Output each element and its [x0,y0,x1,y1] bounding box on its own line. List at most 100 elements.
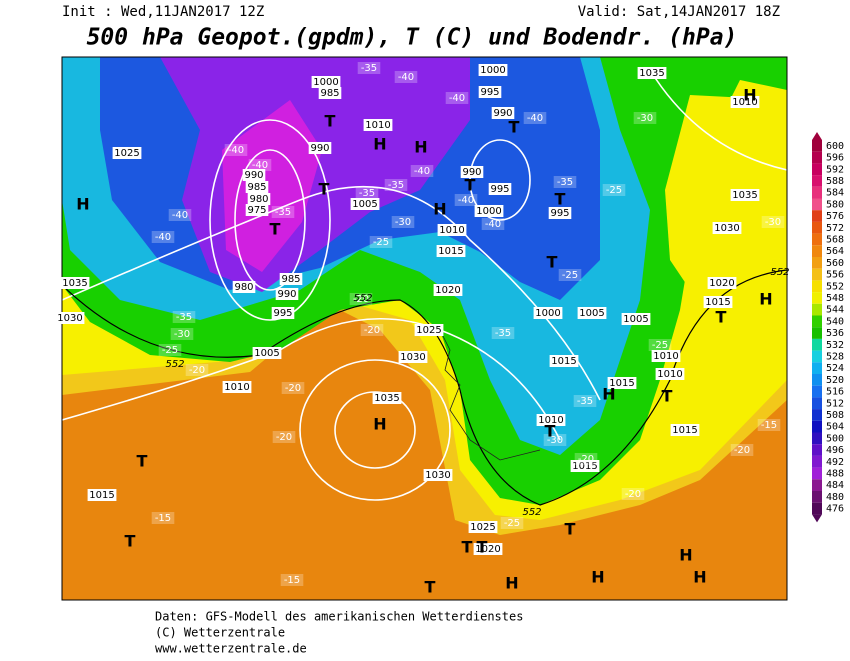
pressure-label-box [570,460,600,472]
pressure-label: 990 [462,167,481,178]
pressure-label-box [55,312,85,324]
temperature-label: -40 [155,232,171,243]
pressure-label: 990 [493,108,512,119]
temperature-label-box [553,176,577,188]
colorbar-swatch [812,245,822,257]
colorbar-label: 596 [826,153,844,164]
pressure-center: T [319,180,330,199]
pressure-label-box [730,189,760,201]
colorbar-swatch [812,374,822,386]
pressure-label: 1000 [535,308,560,319]
temperature-label: -40 [458,195,474,206]
colorbar-swatch [812,362,822,374]
pressure-label: 995 [273,308,292,319]
colorbar-swatch [812,444,822,456]
pressure-center: H [591,568,604,587]
pressure-label-box [655,368,685,380]
pressure-label-box [245,204,269,216]
colorbar-label: 592 [826,164,844,175]
pressure-label: 995 [480,87,499,98]
pressure-label-box [621,313,651,325]
temperature-label: -40 [228,145,244,156]
pressure-center: T [545,422,556,441]
pressure-label: 980 [249,194,268,205]
pressure-center: T [477,538,488,557]
pressure-label-box [473,543,503,555]
pressure-label-box [712,222,742,234]
colorbar-swatch [812,338,822,351]
temperature-label: -35 [359,188,375,199]
temperature-label-box [757,419,781,431]
temperature-label-box [170,328,194,340]
pressure-label-box [637,67,667,79]
temperature-label: -40 [527,113,543,124]
pressure-label: 1010 [224,382,249,393]
pressure-label: 1010 [732,97,757,108]
thickness-label: 552 [522,507,541,518]
pressure-label: 1005 [623,314,648,325]
temperature-label: -40 [252,160,268,171]
colorbar-label: 544 [826,305,844,316]
temperature-label: -15 [284,575,300,586]
pressure-label: 1005 [254,348,279,359]
pressure-label-box [730,96,760,108]
temperature-label: -35 [388,180,404,191]
colorbar-swatch [812,502,822,515]
pressure-label-box [433,284,463,296]
temperature-label: -25 [162,345,178,356]
pressure-center: T [555,190,566,209]
colorbar-swatch [812,186,822,199]
pressure-label-box [60,277,90,289]
colorbar-swatch [812,315,822,328]
temperature-label-box [357,62,381,74]
pressure-label: 985 [320,88,339,99]
footer-line: www.wetterzentrale.de [155,642,307,656]
pressure-label: 985 [247,182,266,193]
temperature-label-box [558,269,582,281]
thickness-label: 552 [353,293,372,304]
colorbar-swatch [812,467,822,480]
colorbar-swatch [812,409,822,421]
pressure-label: 995 [550,208,569,219]
pressure-label-box [533,307,563,319]
temperature-label: -35 [176,312,192,323]
temperature-label: -20 [276,432,292,443]
pressure-label: 1000 [313,77,338,88]
colorbar-swatch [812,292,822,304]
pressure-label-box [311,76,341,88]
temperature-label-box [281,382,305,394]
temperature-label-box [151,231,175,243]
pressure-center: T [662,387,673,406]
pressure-label: 1005 [579,308,604,319]
temperature-label-box [185,364,209,376]
temperature-label: -30 [174,329,190,340]
pressure-label-box [271,307,295,319]
colorbar-label: 600 [826,141,844,152]
colorbar-swatch [812,303,822,316]
colorbar-label: 476 [826,504,844,515]
temperature-label: -25 [606,185,622,196]
pressure-label-box [474,205,504,217]
pressure-label-box [350,198,380,210]
temperature-label-box [543,434,567,446]
temperature-label-box [158,344,182,356]
colorbar-swatch [812,350,822,363]
pressure-center: H [743,86,756,105]
pressure-label-box [423,469,453,481]
temperature-label: -35 [557,177,573,188]
pressure-label-box [703,296,733,308]
colorbar-swatch [812,280,822,293]
temperature-label-box [172,311,196,323]
pressure-label-box [222,381,252,393]
pressure-label: 1035 [374,393,399,404]
pressure-label-box [232,281,256,293]
colorbar-swatch [812,140,822,152]
colorbar-swatch [812,432,822,445]
temperature-label: -20 [625,489,641,500]
temperature-label: -20 [578,454,594,465]
temperature-label: -25 [562,270,578,281]
pressure-label: 1015 [438,246,463,257]
pressure-label: 1030 [400,352,425,363]
pressure-label: 1010 [538,415,563,426]
